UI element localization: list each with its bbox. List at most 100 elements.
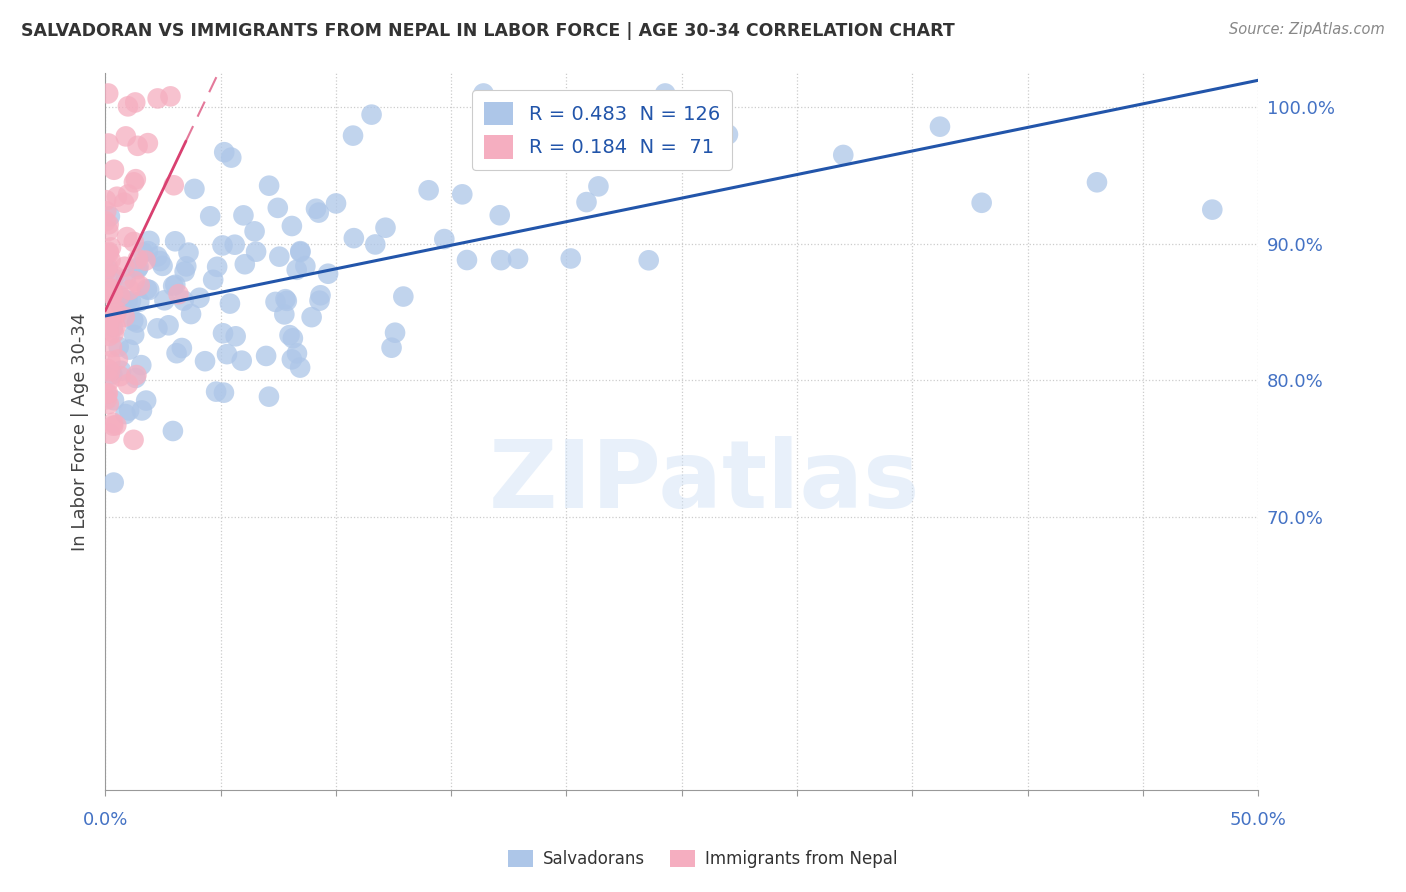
Point bbox=[167, 287, 190, 301]
Point bbox=[575, 195, 598, 210]
Point bbox=[1085, 175, 1108, 189]
Point bbox=[135, 393, 157, 408]
Point bbox=[101, 307, 124, 321]
Point bbox=[97, 317, 120, 331]
Point bbox=[128, 260, 150, 274]
Point bbox=[128, 294, 150, 309]
Point bbox=[94, 214, 117, 228]
Point bbox=[162, 424, 184, 438]
Point bbox=[380, 341, 402, 355]
Legend: Salvadorans, Immigrants from Nepal: Salvadorans, Immigrants from Nepal bbox=[502, 843, 904, 875]
Point bbox=[316, 267, 339, 281]
Point bbox=[254, 349, 277, 363]
Point bbox=[100, 240, 122, 254]
Point bbox=[637, 253, 659, 268]
Point bbox=[101, 288, 124, 302]
Point bbox=[114, 310, 136, 324]
Point bbox=[212, 145, 235, 160]
Point bbox=[654, 87, 676, 101]
Point bbox=[281, 331, 304, 345]
Point bbox=[301, 310, 323, 325]
Point bbox=[96, 392, 118, 407]
Point bbox=[117, 187, 139, 202]
Point bbox=[276, 293, 298, 308]
Point bbox=[418, 183, 440, 197]
Point bbox=[290, 245, 312, 260]
Point bbox=[96, 386, 118, 401]
Point bbox=[472, 87, 495, 101]
Point bbox=[162, 279, 184, 293]
Point bbox=[456, 253, 478, 268]
Point bbox=[122, 433, 145, 447]
Point bbox=[98, 210, 121, 224]
Point bbox=[202, 273, 225, 287]
Point bbox=[165, 277, 187, 292]
Point bbox=[96, 204, 118, 219]
Point bbox=[97, 260, 120, 274]
Point bbox=[273, 307, 295, 321]
Point bbox=[127, 252, 149, 266]
Point bbox=[360, 108, 382, 122]
Point bbox=[343, 231, 366, 245]
Point bbox=[107, 340, 129, 354]
Point bbox=[305, 202, 328, 216]
Point bbox=[325, 196, 347, 211]
Point bbox=[97, 362, 120, 376]
Point bbox=[257, 390, 280, 404]
Point bbox=[692, 125, 714, 139]
Point bbox=[233, 257, 256, 271]
Point bbox=[94, 264, 117, 278]
Point bbox=[173, 264, 195, 278]
Point bbox=[97, 397, 120, 411]
Point bbox=[111, 293, 134, 307]
Point bbox=[101, 416, 124, 430]
Y-axis label: In Labor Force | Age 30-34: In Labor Force | Age 30-34 bbox=[72, 312, 89, 551]
Point bbox=[101, 320, 124, 334]
Point bbox=[308, 293, 330, 308]
Point bbox=[125, 316, 148, 330]
Point bbox=[136, 244, 159, 258]
Point bbox=[269, 250, 291, 264]
Point bbox=[170, 341, 193, 355]
Point bbox=[98, 282, 121, 296]
Point bbox=[110, 364, 132, 378]
Point bbox=[97, 87, 120, 101]
Point bbox=[98, 364, 121, 378]
Text: 50.0%: 50.0% bbox=[1230, 811, 1286, 829]
Point bbox=[129, 358, 152, 372]
Point bbox=[105, 190, 128, 204]
Point bbox=[94, 193, 117, 207]
Point bbox=[125, 172, 148, 186]
Point bbox=[231, 353, 253, 368]
Point bbox=[290, 244, 312, 259]
Text: ZIPatlas: ZIPatlas bbox=[489, 436, 921, 528]
Point bbox=[100, 282, 122, 296]
Point bbox=[309, 288, 332, 302]
Point bbox=[124, 95, 146, 110]
Point bbox=[97, 386, 120, 401]
Point bbox=[125, 368, 148, 382]
Point bbox=[342, 128, 364, 143]
Point bbox=[364, 237, 387, 252]
Point bbox=[163, 178, 186, 193]
Point bbox=[183, 182, 205, 196]
Point bbox=[103, 393, 125, 408]
Point bbox=[108, 289, 131, 303]
Point bbox=[107, 352, 129, 367]
Point bbox=[173, 293, 195, 308]
Point bbox=[127, 262, 149, 277]
Point bbox=[205, 384, 228, 399]
Point bbox=[212, 385, 235, 400]
Point bbox=[97, 246, 120, 260]
Point bbox=[433, 232, 456, 246]
Point bbox=[205, 260, 228, 274]
Point bbox=[131, 403, 153, 417]
Point bbox=[108, 296, 131, 310]
Point bbox=[97, 136, 120, 151]
Point bbox=[114, 129, 136, 144]
Text: 0.0%: 0.0% bbox=[83, 811, 128, 829]
Point bbox=[127, 138, 149, 153]
Point bbox=[103, 285, 125, 300]
Point bbox=[174, 260, 197, 274]
Point bbox=[194, 354, 217, 368]
